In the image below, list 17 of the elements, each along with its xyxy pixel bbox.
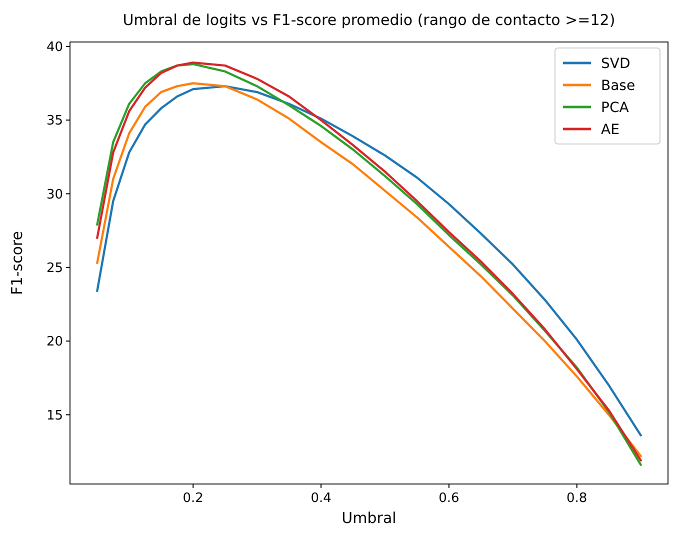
y-tick-label: 35: [46, 114, 63, 129]
y-tick-label: 15: [46, 408, 63, 424]
legend-label: PCA: [601, 100, 630, 116]
y-tick-label: 20: [46, 334, 63, 350]
y-tick-label: 30: [46, 187, 63, 202]
legend-label: Base: [601, 78, 636, 94]
x-tick-label: 0.4: [310, 491, 332, 506]
x-tick-label: 0.8: [566, 491, 588, 506]
x-tick-label: 0.2: [182, 491, 204, 506]
legend-label: SVD: [601, 56, 630, 72]
y-axis-title: F1-score: [8, 231, 26, 295]
y-tick-label: 40: [46, 40, 63, 55]
chart-title: Umbral de logits vs F1-score promedio (rango de contacto >=12): [122, 11, 616, 29]
x-axis-title: Umbral: [342, 509, 396, 527]
x-tick-label: 0.6: [438, 491, 460, 506]
y-tick-label: 25: [46, 260, 63, 276]
legend-label: AE: [601, 122, 620, 138]
